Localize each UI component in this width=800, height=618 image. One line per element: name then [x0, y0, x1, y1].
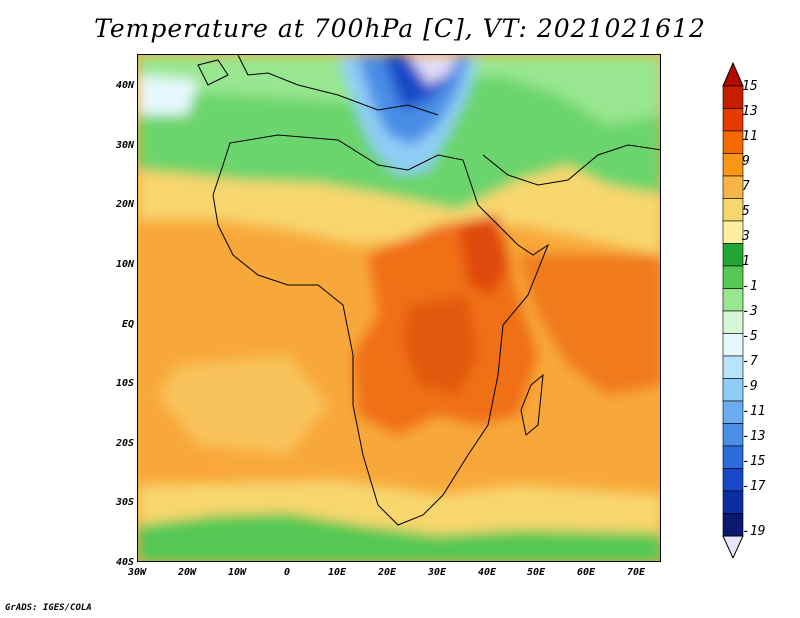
colorbar-box-18 [722, 490, 744, 514]
colorbar-box-3 [722, 153, 744, 177]
colorbar-label-minus5: -5 [742, 329, 758, 344]
colorbar-box-8 [722, 265, 744, 289]
lon-label-40e: 40E [477, 567, 497, 578]
lon-label-10w: 10W [227, 567, 247, 578]
colorbar-bottom-arrow [722, 535, 744, 558]
colorbar-label-5: 5 [742, 204, 750, 219]
coastlines [197, 55, 660, 526]
cold-plume-center [408, 55, 458, 85]
colorbar-box-14 [722, 400, 744, 424]
yellow-band [138, 165, 660, 255]
colorbar-label-11: 11 [742, 129, 758, 144]
lat-label-20s: 20S [115, 438, 134, 449]
lat-label-10s: 10S [115, 378, 134, 389]
colorbar-box-2 [722, 130, 744, 154]
colorbar [722, 62, 744, 558]
lat-label-40n: 40N [115, 80, 134, 91]
colorbar-label-13: 13 [742, 104, 758, 119]
lon-label-30w: 30W [127, 567, 147, 578]
temperature-map [137, 54, 661, 562]
south-atlantic-light [158, 355, 328, 455]
lat-label-10n: 10N [115, 259, 134, 270]
colorbar-top-arrow [722, 62, 744, 87]
africa-outline [212, 134, 550, 526]
colorbar-label-minus19: -19 [742, 524, 766, 539]
colorbar-box-7 [722, 243, 744, 267]
europe-coast [237, 55, 439, 116]
colorbar-box-9 [722, 288, 744, 312]
lon-label-30e: 30E [427, 567, 447, 578]
colorbar-box-0 [722, 85, 744, 109]
colorbar-box-19 [722, 513, 744, 537]
lat-label-30n: 30N [115, 140, 134, 151]
colorbar-box-16 [722, 445, 744, 469]
lat-label-40s: 40S [115, 557, 134, 568]
colorbar-box-1 [722, 108, 744, 132]
northwest-pale-zone [138, 75, 198, 115]
colorbar-label-1: 1 [742, 254, 750, 269]
grads-credit: GrADS: IGES/COLA [5, 603, 92, 613]
chart-title: Temperature at 700hPa [C], VT: 202102161… [94, 14, 706, 43]
colorbar-label-minus11: -11 [742, 404, 766, 419]
colorbar-box-4 [722, 175, 744, 199]
lon-label-60e: 60E [576, 567, 596, 578]
lon-label-50e: 50E [526, 567, 546, 578]
colorbar-label-3: 3 [742, 229, 750, 244]
colorbar-box-6 [722, 220, 744, 244]
colorbar-label-minus1: -1 [742, 279, 758, 294]
colorbar-label-minus3: -3 [742, 304, 758, 319]
colorbar-box-17 [722, 468, 744, 492]
colorbar-box-12 [722, 355, 744, 379]
colorbar-label-minus13: -13 [742, 429, 766, 444]
colorbar-box-13 [722, 378, 744, 402]
south-green-band [138, 513, 660, 561]
great-lakes-hot-spot [403, 295, 478, 395]
lat-label-30s: 30S [115, 497, 134, 508]
madagascar-outline [520, 373, 544, 436]
colorbar-label-15: 15 [742, 79, 758, 94]
iberia-outline [197, 59, 229, 86]
colorbar-label-minus15: -15 [742, 454, 766, 469]
colorbar-box-15 [722, 423, 744, 447]
lon-label-0: 0 [283, 567, 291, 578]
colorbar-label-minus9: -9 [742, 379, 758, 394]
indian-ocean-warm [518, 255, 660, 395]
lat-label-eq: EQ [121, 319, 134, 330]
colorbar-label-9: 9 [742, 154, 750, 169]
temperature-field [138, 55, 660, 561]
lat-label-20n: 20N [115, 199, 134, 210]
colorbar-boxes [722, 62, 744, 558]
colorbar-label-7: 7 [742, 179, 750, 194]
arabia-outline [482, 144, 660, 186]
colorbar-box-10 [722, 310, 744, 334]
colorbar-box-11 [722, 333, 744, 357]
ethiopia-hot-spot [458, 215, 508, 295]
colorbar-label-minus17: -17 [742, 479, 766, 494]
colorbar-box-5 [722, 198, 744, 222]
lon-label-20w: 20W [177, 567, 197, 578]
lon-label-10e: 10E [327, 567, 347, 578]
lon-label-20e: 20E [377, 567, 397, 578]
colorbar-label-minus7: -7 [742, 354, 758, 369]
lon-label-70e: 70E [626, 567, 646, 578]
